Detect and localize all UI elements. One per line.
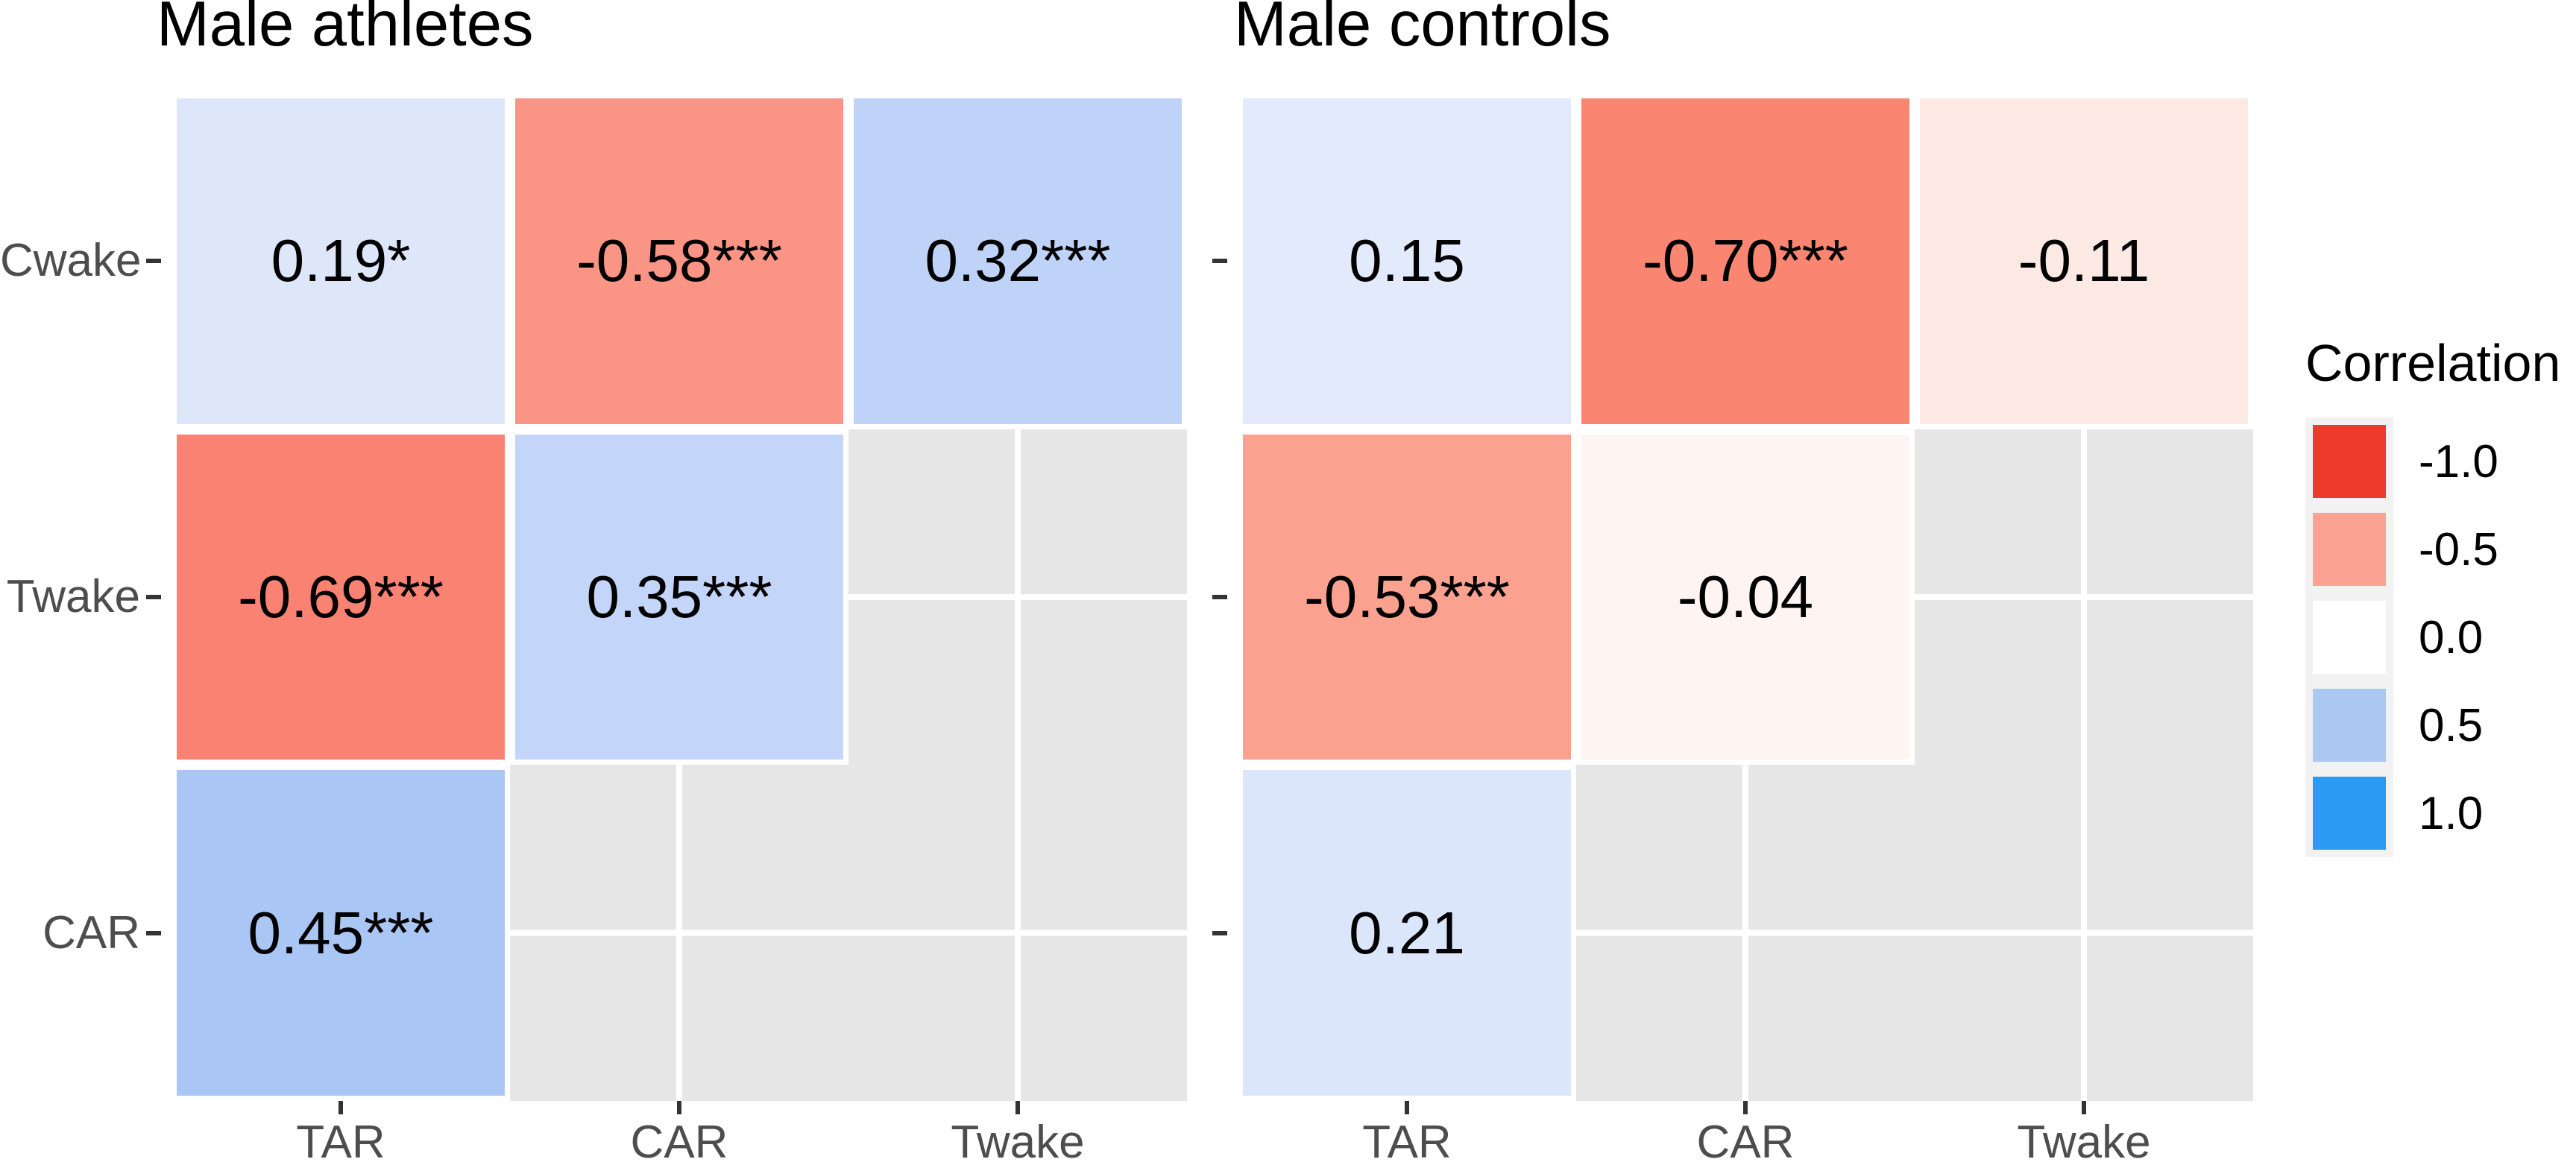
heatmap-cell-empty-male-controls-CAR-CAR [1576,765,1915,1101]
legend-entry--1.0: -1.0 [2305,417,2560,505]
heatmap-cell-empty-male-athletes-CAR-Twake [848,765,1187,1101]
heatmap-cell-male-controls-Cwake-Twake: -0.11 [1915,93,2253,429]
x-axis-label-male-athletes-CAR: CAR [630,1117,728,1168]
legend-label-1.0: 1.0 [2419,787,2484,839]
legend-key-0.0 [2305,593,2393,681]
heatmap-panel-male-controls: 0.15 -0.70*** -0.11 -0.53*** -0.04 0.21 [1238,93,2253,1101]
heatmap-cell-male-controls-Twake-CAR: -0.04 [1576,429,1915,765]
legend-label--0.5: -0.5 [2419,523,2498,575]
y-axis-tick-male-controls-CAR [1212,930,1227,935]
x-axis-tick-male-athletes-TAR [338,1101,343,1114]
legend-swatch-0.5 [2313,689,2386,762]
x-axis-tick-male-controls-TAR [1405,1101,1409,1114]
legend-label--1.0: -1.0 [2419,435,2498,487]
y-axis-tick-male-controls-Twake [1212,595,1227,599]
y-axis-tick-male-athletes-Cwake [146,259,161,264]
x-axis-tick-male-athletes-CAR [677,1101,681,1114]
heatmap-cell-male-athletes-Twake-TAR: -0.69*** [171,429,510,765]
heatmap-cell-empty-male-athletes-Twake-Twake [848,429,1187,765]
heatmap-cell-male-athletes-CAR-TAR: 0.45*** [171,765,510,1101]
panel-title-male-controls: Male controls [1234,0,1611,60]
y-axis-label-Cwake: Cwake [0,235,142,287]
correlation-legend: Correlation -1.0 -0.5 0.0 0.5 1.0 [2305,334,2560,857]
legend-swatch--1.0 [2313,425,2386,498]
x-axis-tick-male-athletes-Twake [1015,1101,1020,1114]
legend-label-0.0: 0.0 [2419,611,2484,663]
legend-swatch-1.0 [2313,777,2386,850]
heatmap-cell-male-controls-Cwake-TAR: 0.15 [1238,93,1576,429]
x-axis-label-male-controls-CAR: CAR [1696,1117,1795,1168]
heatmap-cell-male-athletes-Cwake-Twake: 0.32*** [848,93,1187,429]
legend-entry-0.0: 0.0 [2305,593,2560,681]
x-axis-tick-male-controls-CAR [1743,1101,1748,1114]
legend-label-0.5: 0.5 [2419,699,2484,751]
legend-key--1.0 [2305,417,2393,505]
x-axis-label-male-controls-TAR: TAR [1362,1117,1452,1168]
y-axis-tick-male-athletes-CAR [146,930,161,935]
legend-key-1.0 [2305,769,2393,857]
x-axis-label-male-athletes-TAR: TAR [296,1117,385,1168]
heatmap-cell-empty-male-controls-Twake-Twake [1915,429,2253,765]
y-axis-label-Twake: Twake [6,571,140,622]
legend-entry-1.0: 1.0 [2305,769,2560,857]
y-axis-tick-male-athletes-Twake [146,595,161,599]
legend-entry-0.5: 0.5 [2305,681,2560,769]
heatmap-cell-male-athletes-Cwake-TAR: 0.19* [171,93,510,429]
heatmap-cell-male-athletes-Cwake-CAR: -0.58*** [510,93,848,429]
heatmap-cell-male-controls-Cwake-CAR: -0.70*** [1576,93,1915,429]
y-axis-tick-male-controls-Cwake [1212,259,1227,264]
heatmap-cell-male-athletes-Twake-CAR: 0.35*** [510,429,848,765]
legend-swatch--0.5 [2313,513,2386,586]
legend-key--0.5 [2305,505,2393,593]
heatmap-cell-male-controls-CAR-TAR: 0.21 [1238,765,1576,1101]
legend-title: Correlation [2305,334,2561,392]
legend-entries: -1.0 -0.5 0.0 0.5 1.0 [2305,417,2560,857]
heatmap-cell-empty-male-athletes-CAR-CAR [510,765,848,1101]
heatmap-panel-male-athletes: 0.19* -0.58*** 0.32*** -0.69*** 0.35*** 0.45*… [171,93,1187,1101]
y-axis-label-CAR: CAR [42,906,140,959]
heatmap-cell-empty-male-controls-CAR-Twake [1915,765,2253,1101]
heatmap-cell-male-controls-Twake-TAR: -0.53*** [1238,429,1576,765]
x-axis-tick-male-controls-Twake [2082,1101,2086,1114]
legend-entry--0.5: -0.5 [2305,505,2560,593]
x-axis-label-male-controls-Twake: Twake [2017,1117,2151,1168]
legend-swatch-0.0 [2313,601,2386,674]
panel-title-male-athletes: Male athletes [157,0,534,60]
legend-key-0.5 [2305,681,2393,769]
x-axis-label-male-athletes-Twake: Twake [951,1117,1085,1168]
